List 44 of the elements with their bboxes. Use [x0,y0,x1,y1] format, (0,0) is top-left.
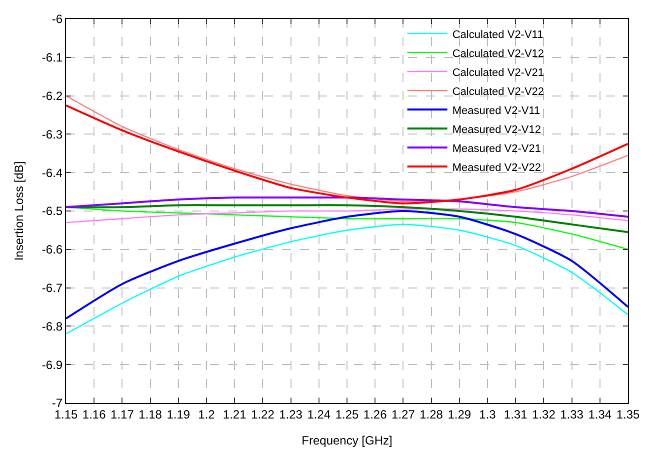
line-series [66,210,628,320]
x-tick-label: 1.33 [560,407,584,422]
x-tick-label: 1.25 [335,407,359,422]
x-tick-label: 1.27 [392,407,416,422]
y-axis-title: Insertion Loss [dB] [12,161,26,261]
x-tick-label: 1.2 [198,407,216,422]
x-tick-label: 1.32 [532,407,556,422]
y-tick-label: -6 [52,12,63,26]
y-tick-label: -6.5 [42,204,63,218]
legend-label: Calculated V2-V22 [452,86,544,98]
legend-label: Measured V2-V12 [452,124,541,136]
y-tick-label: -6.7 [42,281,63,295]
x-tick-label: 1.26 [363,407,388,422]
line-series [66,208,628,224]
x-tick-label: 1.31 [504,407,528,422]
line-series [66,224,628,335]
y-tick-label: -6.2 [42,89,63,103]
y-tick-label: -6.1 [42,50,63,65]
x-tick-label: 1.23 [279,407,303,422]
line-series [66,196,628,218]
y-tick-label: -6.8 [42,319,63,334]
x-tick-label: 1.19 [166,407,190,422]
x-tick-label: 1.18 [138,407,162,422]
x-tick-label: 1.22 [251,407,275,422]
legend-label: Measured V2-V21 [452,142,541,155]
legend-label: Measured V2-V22 [452,162,541,174]
x-tick-label: 1.21 [222,407,247,422]
x-axis-title: Frequency [GHz] [302,433,392,448]
y-tick-label: -6.4 [42,166,63,180]
legend-label: Calculated V2-V11 [452,28,544,41]
x-tick-label: 1.16 [82,407,106,422]
x-tick-label: 1.35 [616,407,640,422]
legend-label: Measured V2-V11 [452,104,540,117]
legend-label: Calculated V2-V12 [452,48,544,60]
x-tick-label: 1.29 [448,407,472,422]
y-tick-label: -6.6 [42,242,63,257]
x-tick-label: 1.34 [588,407,612,422]
x-tick-label: 1.24 [307,407,331,422]
x-tick-label: 1.3 [479,407,496,422]
x-tick-label: 1.28 [420,407,444,422]
x-tick-label: 1.17 [110,407,134,422]
y-tick-label: -6.3 [42,127,63,142]
legend-label: Calculated V2-V21 [452,66,544,79]
y-tick-label: -6.9 [42,358,63,372]
